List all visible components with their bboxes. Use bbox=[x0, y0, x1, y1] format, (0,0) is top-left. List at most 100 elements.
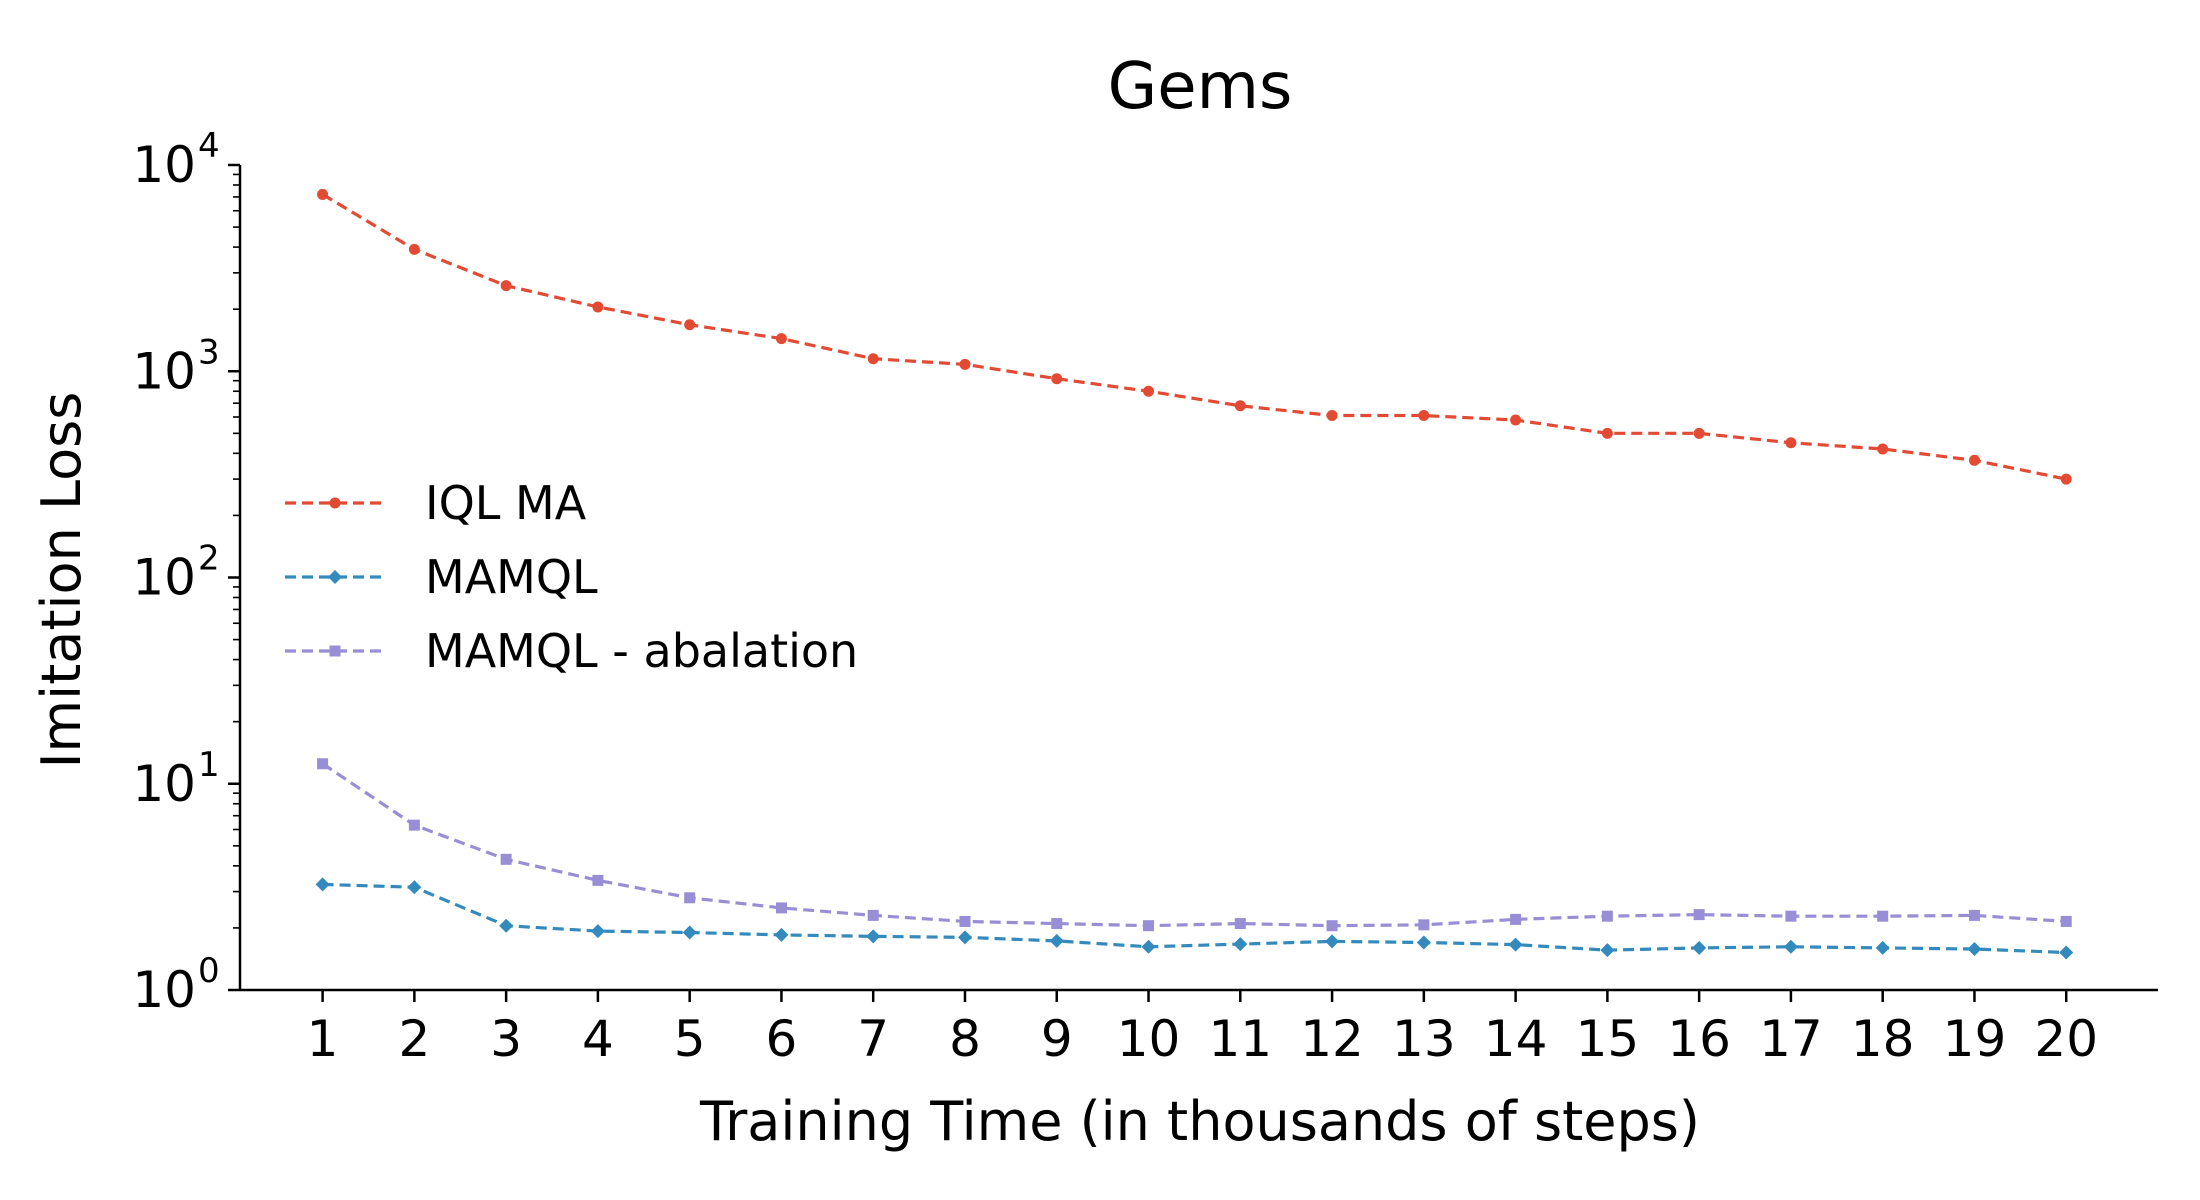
data-point-mamql-12 bbox=[1325, 934, 1340, 949]
data-point-mamql-abalation-11 bbox=[1234, 918, 1246, 930]
y-tick-exponent: 0 bbox=[198, 951, 220, 991]
data-point-mamql-19 bbox=[1967, 942, 1982, 957]
data-point-mamql-20 bbox=[2059, 945, 2074, 960]
data-point-mamql-abalation-9 bbox=[1051, 918, 1063, 930]
data-point-iql-ma-14 bbox=[1510, 414, 1522, 426]
x-tick-label-20: 20 bbox=[2034, 1010, 2098, 1068]
series-line-mamql bbox=[322, 882, 2067, 955]
data-point-mamql-abalation-7 bbox=[867, 909, 879, 921]
y-tick-base: 10 bbox=[132, 342, 196, 400]
y-tick-exponent: 3 bbox=[198, 332, 220, 372]
data-point-mamql-abalation-3 bbox=[500, 853, 512, 865]
series-line-iql-ma bbox=[321, 193, 2067, 481]
y-tick-exponent: 1 bbox=[198, 745, 220, 785]
data-point-iql-ma-12 bbox=[1326, 410, 1338, 422]
data-point-iql-ma-18 bbox=[1877, 443, 1889, 455]
x-tick-label-7: 7 bbox=[857, 1010, 889, 1068]
data-point-mamql-10 bbox=[1141, 939, 1156, 954]
x-tick-label-9: 9 bbox=[1041, 1010, 1073, 1068]
data-point-iql-ma-16 bbox=[1693, 427, 1705, 439]
x-tick-label-5: 5 bbox=[674, 1010, 706, 1068]
data-point-iql-ma-17 bbox=[1785, 437, 1797, 449]
x-tick-label-19: 19 bbox=[1943, 1010, 2007, 1068]
legend-label-iql-ma: IQL MA bbox=[425, 476, 587, 530]
data-point-iql-ma-20 bbox=[2060, 473, 2072, 485]
y-tick-label-10000: 10 4 bbox=[132, 126, 219, 194]
data-point-mamql-2 bbox=[407, 880, 422, 895]
y-tick-base: 10 bbox=[132, 755, 196, 813]
data-point-iql-ma-19 bbox=[1968, 454, 1980, 466]
x-tick-label-2: 2 bbox=[398, 1010, 430, 1068]
data-point-iql-ma-11 bbox=[1234, 400, 1246, 412]
chart-title: Gems bbox=[1108, 50, 1293, 124]
data-point-mamql-16 bbox=[1692, 940, 1707, 955]
data-point-mamql-abalation-14 bbox=[1510, 913, 1522, 925]
legend-entry-mamql: MAMQL bbox=[285, 550, 598, 604]
data-point-iql-ma-2 bbox=[408, 243, 420, 255]
data-point-iql-ma-10 bbox=[1143, 385, 1155, 397]
data-point-mamql-7 bbox=[866, 929, 881, 944]
data-point-mamql-abalation-17 bbox=[1785, 910, 1797, 922]
legend-marker-mamql-abalation bbox=[329, 645, 341, 657]
y-tick-base: 10 bbox=[132, 136, 196, 194]
data-point-iql-ma-6 bbox=[775, 333, 787, 345]
data-point-mamql-abalation-6 bbox=[775, 902, 787, 914]
data-point-mamql-abalation-13 bbox=[1418, 919, 1430, 931]
x-tick-label-8: 8 bbox=[949, 1010, 981, 1068]
legend: IQL MA MAMQL MAMQL - abalation bbox=[285, 476, 858, 678]
data-point-mamql-4 bbox=[590, 924, 605, 939]
series-mamql-abalation bbox=[317, 758, 2072, 932]
data-point-iql-ma-1 bbox=[317, 188, 329, 200]
data-point-mamql-8 bbox=[957, 930, 972, 945]
data-point-iql-ma-7 bbox=[867, 353, 879, 365]
data-point-iql-ma-15 bbox=[1601, 427, 1613, 439]
x-tick-label-15: 15 bbox=[1576, 1010, 1640, 1068]
y-tick-label-1000: 10 3 bbox=[132, 332, 219, 400]
data-point-mamql-9 bbox=[1049, 933, 1064, 948]
series-mamql bbox=[315, 877, 2074, 960]
x-tick-label-14: 14 bbox=[1484, 1010, 1548, 1068]
x-tick-label-3: 3 bbox=[490, 1010, 522, 1068]
y-tick-label-100: 10 2 bbox=[132, 539, 219, 607]
data-point-mamql-abalation-8 bbox=[959, 915, 971, 927]
data-point-mamql-abalation-5 bbox=[684, 892, 696, 904]
data-point-iql-ma-5 bbox=[684, 319, 696, 331]
data-point-mamql-abalation-4 bbox=[592, 874, 604, 886]
series-line-mamql-abalation bbox=[321, 762, 2067, 928]
data-point-mamql-abalation-10 bbox=[1143, 920, 1155, 932]
data-point-mamql-3 bbox=[499, 918, 514, 933]
x-tick-label-6: 6 bbox=[766, 1010, 798, 1068]
data-point-mamql-abalation-1 bbox=[317, 758, 329, 770]
legend-entry-mamql-abalation: MAMQL - abalation bbox=[285, 624, 858, 678]
data-point-mamql-abalation-12 bbox=[1326, 920, 1338, 932]
legend-label-mamql: MAMQL bbox=[425, 550, 598, 604]
y-tick-exponent: 4 bbox=[198, 126, 220, 166]
data-point-iql-ma-4 bbox=[592, 301, 604, 313]
x-tick-label-17: 17 bbox=[1759, 1010, 1823, 1068]
data-point-mamql-15 bbox=[1600, 943, 1615, 958]
data-point-mamql-5 bbox=[682, 925, 697, 940]
legend-entry-iql-ma: IQL MA bbox=[285, 476, 587, 530]
data-point-mamql-abalation-18 bbox=[1877, 910, 1889, 922]
data-point-mamql-18 bbox=[1875, 940, 1890, 955]
data-point-iql-ma-9 bbox=[1051, 373, 1063, 385]
x-tick-label-13: 13 bbox=[1392, 1010, 1456, 1068]
data-point-mamql-11 bbox=[1233, 937, 1248, 952]
legend-marker-mamql bbox=[328, 570, 342, 584]
data-point-mamql-abalation-2 bbox=[408, 819, 420, 831]
y-axis-label-group: Imitation Loss bbox=[30, 392, 93, 769]
data-point-mamql-abalation-16 bbox=[1693, 909, 1705, 921]
x-tick-label-16: 16 bbox=[1667, 1010, 1731, 1068]
data-point-mamql-13 bbox=[1416, 935, 1431, 950]
x-tick-label-1: 1 bbox=[307, 1010, 339, 1068]
x-tick-label-4: 4 bbox=[582, 1010, 614, 1068]
y-axis-label: Imitation Loss bbox=[30, 392, 93, 769]
data-point-mamql-14 bbox=[1508, 937, 1523, 952]
data-point-mamql-abalation-19 bbox=[1968, 909, 1980, 921]
plot-area bbox=[315, 188, 2074, 960]
y-tick-label-1: 10 0 bbox=[132, 951, 219, 1019]
legend-marker-iql-ma bbox=[329, 497, 341, 509]
data-point-mamql-6 bbox=[774, 927, 789, 942]
series-iql-ma bbox=[317, 188, 2072, 485]
